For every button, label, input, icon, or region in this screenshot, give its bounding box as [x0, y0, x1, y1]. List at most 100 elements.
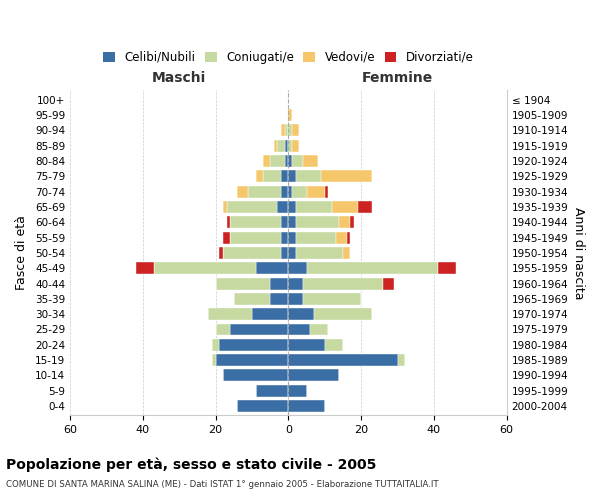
Bar — [223, 232, 230, 243]
Bar — [223, 247, 281, 259]
Bar — [307, 262, 437, 274]
Y-axis label: Fasce di età: Fasce di età — [15, 216, 28, 290]
Bar — [230, 324, 289, 336]
Bar — [281, 170, 289, 182]
Bar — [292, 155, 303, 167]
Bar — [227, 216, 230, 228]
Bar — [215, 324, 230, 336]
Bar — [303, 293, 361, 305]
Bar — [289, 370, 340, 382]
Bar — [136, 262, 154, 274]
Bar — [383, 278, 394, 289]
Y-axis label: Anni di nascita: Anni di nascita — [572, 206, 585, 299]
Bar — [321, 170, 372, 182]
Legend: Celibi/Nubili, Coniugati/e, Vedovi/e, Divorziati/e: Celibi/Nubili, Coniugati/e, Vedovi/e, Di… — [103, 51, 474, 64]
Text: Popolazione per età, sesso e stato civile - 2005: Popolazione per età, sesso e stato civil… — [6, 458, 376, 472]
Bar — [230, 232, 281, 243]
Text: Maschi: Maschi — [152, 71, 206, 85]
Bar — [289, 170, 296, 182]
Bar — [263, 155, 270, 167]
Bar — [277, 140, 285, 151]
Bar — [215, 354, 289, 366]
Bar — [281, 247, 289, 259]
Bar — [270, 293, 289, 305]
Bar — [281, 124, 285, 136]
Bar — [289, 293, 303, 305]
Bar — [285, 155, 289, 167]
Bar — [314, 308, 372, 320]
Bar — [325, 339, 343, 351]
Bar — [208, 308, 252, 320]
Bar — [289, 216, 296, 228]
Bar — [281, 232, 289, 243]
Bar — [289, 124, 292, 136]
Bar — [212, 339, 219, 351]
Bar — [227, 201, 277, 213]
Text: COMUNE DI SANTA MARINA SALINA (ME) - Dati ISTAT 1° gennaio 2005 - Elaborazione T: COMUNE DI SANTA MARINA SALINA (ME) - Dat… — [6, 480, 439, 489]
Bar — [256, 385, 289, 396]
Bar — [223, 370, 289, 382]
Text: Femmine: Femmine — [362, 71, 433, 85]
Bar — [248, 186, 281, 198]
Bar — [274, 140, 277, 151]
Bar — [277, 201, 289, 213]
Bar — [263, 170, 281, 182]
Bar — [296, 232, 335, 243]
Bar — [289, 247, 296, 259]
Bar — [252, 308, 289, 320]
Bar — [398, 354, 405, 366]
Bar — [154, 262, 256, 274]
Bar — [219, 247, 223, 259]
Bar — [285, 140, 289, 151]
Bar — [230, 216, 281, 228]
Bar — [296, 170, 321, 182]
Bar — [256, 262, 289, 274]
Bar — [289, 308, 314, 320]
Bar — [292, 124, 299, 136]
Bar — [289, 201, 296, 213]
Bar — [332, 201, 358, 213]
Bar — [307, 186, 325, 198]
Bar — [285, 124, 289, 136]
Bar — [340, 216, 350, 228]
Bar — [358, 201, 372, 213]
Bar — [289, 400, 325, 412]
Bar — [234, 293, 270, 305]
Bar — [289, 109, 292, 121]
Bar — [303, 278, 383, 289]
Bar — [223, 201, 227, 213]
Bar — [270, 278, 289, 289]
Bar — [289, 232, 296, 243]
Bar — [238, 186, 248, 198]
Bar — [289, 155, 292, 167]
Bar — [289, 278, 303, 289]
Bar — [325, 186, 328, 198]
Bar — [270, 155, 285, 167]
Bar — [292, 140, 299, 151]
Bar — [347, 232, 350, 243]
Bar — [256, 170, 263, 182]
Bar — [289, 324, 310, 336]
Bar — [289, 385, 307, 396]
Bar — [219, 339, 289, 351]
Bar — [437, 262, 456, 274]
Bar — [281, 186, 289, 198]
Bar — [289, 262, 307, 274]
Bar — [296, 201, 332, 213]
Bar — [343, 247, 350, 259]
Bar — [212, 354, 215, 366]
Bar — [289, 186, 292, 198]
Bar — [289, 140, 292, 151]
Bar — [215, 278, 270, 289]
Bar — [238, 400, 289, 412]
Bar — [289, 339, 325, 351]
Bar — [289, 354, 398, 366]
Bar — [281, 216, 289, 228]
Bar — [335, 232, 347, 243]
Bar — [350, 216, 354, 228]
Bar — [310, 324, 328, 336]
Bar — [296, 216, 340, 228]
Bar — [296, 247, 343, 259]
Bar — [292, 186, 307, 198]
Bar — [303, 155, 317, 167]
